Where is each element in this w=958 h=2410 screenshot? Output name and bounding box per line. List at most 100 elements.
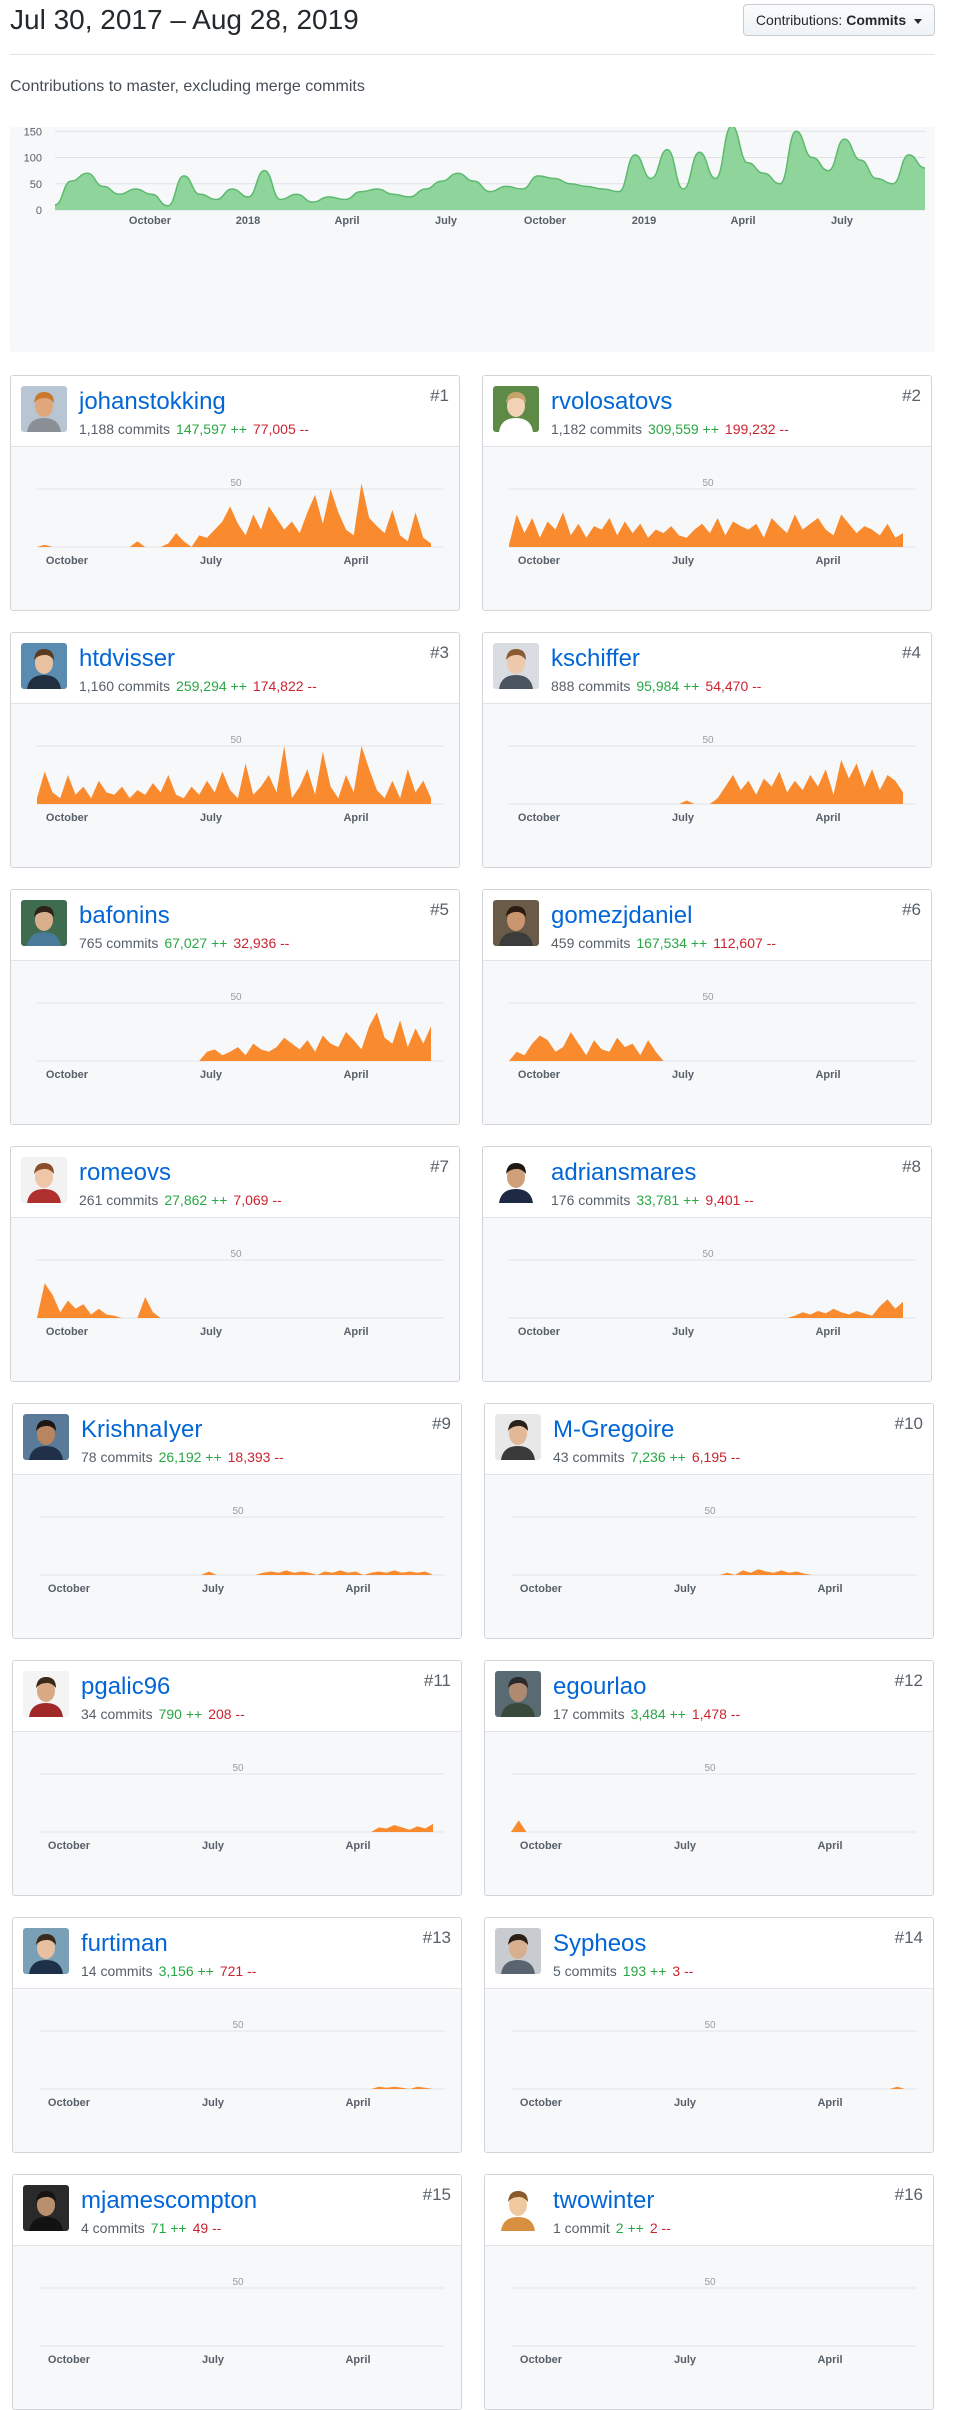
avatar-image	[21, 643, 67, 689]
avatar-shirt	[501, 1703, 535, 1717]
contributor-login-link[interactable]: Sypheos	[553, 1930, 647, 1957]
additions-count: 2 ++	[615, 2220, 644, 2236]
overview-y-tick-label: 50	[30, 179, 42, 191]
avatar[interactable]	[21, 900, 67, 946]
contributor-card: kschiffer 888 commits 95,984 ++ 54,470 -- #4…	[482, 632, 932, 868]
avatar[interactable]	[21, 1157, 67, 1203]
contributor-login-link[interactable]: mjamescompton	[81, 2187, 258, 2214]
additions-count: 790 ++	[158, 1706, 203, 1722]
avatar-shirt	[499, 932, 533, 946]
contributor-login-link[interactable]: furtiman	[81, 1930, 168, 1957]
avatar[interactable]	[23, 1671, 69, 1717]
card-x-tick-label: April	[817, 1840, 842, 1852]
avatar[interactable]	[493, 900, 539, 946]
avatar-image	[495, 1671, 541, 1717]
avatar[interactable]	[495, 1928, 541, 1974]
deletions-count: 18,393 --	[227, 1449, 284, 1465]
card-x-tick-label: July	[674, 2097, 697, 2109]
contributor-rank: #8	[902, 1157, 921, 1176]
card-area	[37, 1012, 431, 1061]
avatar-shirt	[499, 1189, 533, 1203]
avatar-shirt	[501, 2217, 535, 2231]
contributor-stats: 459 commits 167,534 ++ 112,607 --	[551, 935, 776, 951]
contributor-chart: 50 October July April	[13, 2246, 461, 2409]
contributor-stats: 888 commits 95,984 ++ 54,470 --	[551, 678, 761, 694]
avatar[interactable]	[493, 386, 539, 432]
contributor-chart-svg: 50 October July April	[37, 1249, 443, 1338]
contributor-login-link[interactable]: kschiffer	[551, 645, 640, 672]
contributor-login-link[interactable]: romeovs	[79, 1159, 172, 1186]
commit-count: 261 commits	[79, 1192, 159, 1208]
contributor-login-link[interactable]: twowinter	[553, 2187, 655, 2214]
card-x-tick-label: July	[674, 2354, 697, 2366]
contributor-login-link[interactable]: rvolosatovs	[551, 388, 673, 415]
contributor-login-link[interactable]: adriansmares	[551, 1159, 697, 1186]
overview-chart: 050100150200October2018AprilJulyOctober2…	[10, 100, 935, 352]
avatar[interactable]	[23, 2185, 69, 2231]
card-y-tick-label: 50	[704, 2277, 716, 2288]
contributor-chart-svg: 50 October July April	[509, 735, 915, 824]
avatar-image	[493, 386, 539, 432]
additions-count: 193 ++	[622, 1963, 667, 1979]
contributor-card-header: Sypheos 5 commits 193 ++ 3 -- #14	[485, 1918, 933, 1989]
avatar[interactable]	[495, 1414, 541, 1460]
contributor-chart-svg: 50 October July April	[509, 1249, 915, 1338]
contributor-rank: #14	[894, 1928, 923, 1947]
contributor-chart: 50 October July April	[485, 1475, 933, 1638]
contributor-card: adriansmares 176 commits 33,781 ++ 9,401 --…	[482, 1146, 932, 1382]
card-x-tick-label: October	[48, 2097, 91, 2109]
contributor-login-link[interactable]: htdvisser	[79, 645, 176, 672]
avatar-shirt	[499, 418, 533, 432]
date-range-title: Jul 30, 2017 – Aug 28, 2019	[10, 4, 359, 35]
contributor-card: KrishnaIyer 78 commits 26,192 ++ 18,393 -- #…	[12, 1403, 462, 1639]
contributor-login-link[interactable]: bafonins	[79, 902, 170, 929]
avatar[interactable]	[495, 1671, 541, 1717]
contributions-select-label: Contributions:	[755, 12, 843, 28]
avatar[interactable]	[21, 643, 67, 689]
avatar[interactable]	[23, 1414, 69, 1460]
card-y-tick-label: 50	[230, 735, 242, 746]
contributor-login-link[interactable]: gomezjdaniel	[551, 902, 693, 929]
avatar[interactable]	[21, 386, 67, 432]
card-x-tick-label: October	[46, 1326, 89, 1338]
card-x-tick-label: October	[520, 2354, 563, 2366]
contributor-rank: #1	[430, 386, 449, 405]
card-x-tick-label: April	[815, 812, 840, 824]
contributor-login-link[interactable]: KrishnaIyer	[81, 1416, 203, 1443]
contributor-login-link[interactable]: M-Gregoire	[553, 1416, 675, 1443]
contributor-stats: 1,182 commits 309,559 ++ 199,232 --	[551, 421, 789, 437]
avatar[interactable]	[493, 1157, 539, 1203]
contributor-card: pgalic96 34 commits 790 ++ 208 -- #11 50 Octob…	[12, 1660, 462, 1896]
contributor-login-link[interactable]: johanstokking	[79, 388, 226, 415]
deletions-count: 1,478 --	[691, 1706, 741, 1722]
contributor-rank: #9	[432, 1414, 451, 1433]
avatar-face	[35, 1166, 53, 1188]
overview-y-tick-label: 100	[24, 153, 42, 165]
deletions-count: 32,936 --	[233, 935, 290, 951]
avatar-hair	[36, 2191, 56, 2202]
avatar-shirt	[29, 1446, 63, 1460]
commit-count: 78 commits	[81, 1449, 153, 1465]
avatar[interactable]	[493, 643, 539, 689]
contributor-chart: 50 October July April	[485, 2246, 933, 2409]
avatar[interactable]	[23, 1928, 69, 1974]
card-x-tick-label: October	[520, 2097, 563, 2109]
additions-count: 3,484 ++	[630, 1706, 686, 1722]
deletions-count: 2 --	[649, 2220, 671, 2236]
card-y-tick-label: 50	[230, 478, 242, 489]
avatar-image	[23, 1671, 69, 1717]
avatar-image	[23, 1414, 69, 1460]
card-x-tick-label: October	[48, 2354, 91, 2366]
card-x-tick-label: October	[518, 1069, 561, 1081]
contributions-select-button[interactable]: Contributions: Commits	[742, 4, 935, 36]
contributor-rank: #3	[430, 643, 449, 662]
avatar-shirt	[501, 1960, 535, 1974]
avatar-hair	[508, 1677, 528, 1688]
contributor-login-link[interactable]: pgalic96	[81, 1673, 171, 1700]
avatar[interactable]	[495, 2185, 541, 2231]
card-x-tick-label: July	[672, 555, 695, 567]
contributor-rank: #12	[894, 1671, 923, 1690]
caret-down-icon	[914, 18, 922, 24]
avatar-face	[37, 1680, 55, 1702]
contributor-login-link[interactable]: egourlao	[553, 1673, 647, 1700]
